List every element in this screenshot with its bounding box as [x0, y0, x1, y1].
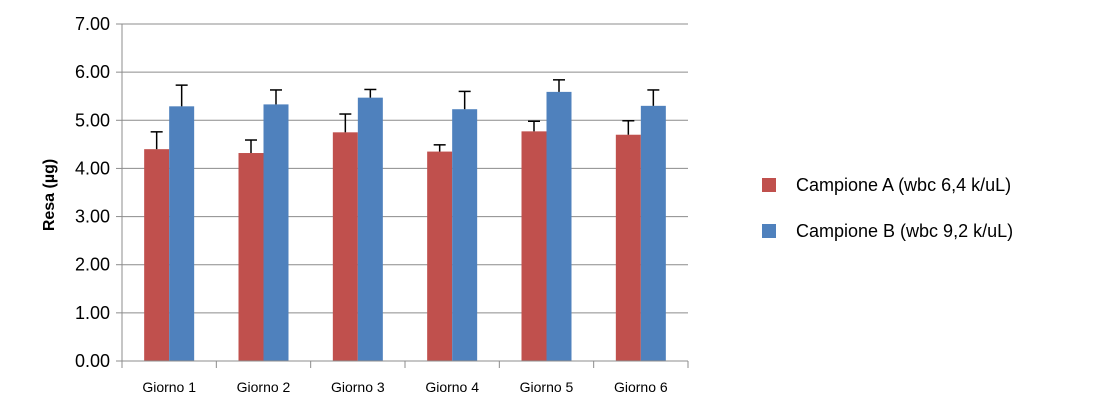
bar-b-6	[640, 105, 666, 361]
x-category-labels: Giorno 1 Giorno 2 Giorno 3 Giorno 4 Giorno 5…	[142, 379, 668, 395]
bar-a-4	[427, 151, 453, 361]
legend-label: Campione B (wbc 9,2 k/uL)	[796, 221, 1013, 241]
y-tick-label: 2.00	[75, 255, 110, 275]
y-tick-label: 4.00	[75, 158, 110, 178]
x-category-label: Giorno 2	[237, 379, 291, 395]
legend: Campione A (wbc 6,4 k/uL) Campione B (wbc…	[762, 175, 1013, 241]
bar-a-1	[144, 149, 170, 361]
bar-a-2	[238, 153, 264, 361]
bars	[144, 91, 666, 362]
axes	[116, 23, 689, 368]
bar-b-2	[263, 104, 289, 362]
bar-b-3	[357, 97, 383, 361]
bar-b-1	[169, 106, 195, 362]
bar-b-5	[546, 91, 572, 361]
error-bars	[150, 79, 660, 154]
x-category-label: Giorno 4	[425, 379, 479, 395]
y-tick-label: 0.00	[75, 351, 110, 371]
gridlines	[122, 23, 688, 314]
bar-a-3	[332, 132, 358, 361]
legend-swatch	[762, 224, 776, 238]
y-tick-labels: 0.00 1.00 2.00 3.00 4.00 5.00 6.00 7.00	[75, 14, 110, 371]
bar-a-5	[521, 131, 547, 361]
y-axis-label: Resa (µg)	[41, 159, 58, 231]
legend-label: Campione A (wbc 6,4 k/uL)	[796, 175, 1011, 195]
x-category-label: Giorno 1	[142, 379, 196, 395]
x-category-label: Giorno 3	[331, 379, 385, 395]
legend-swatch	[762, 178, 776, 192]
bar-a-6	[615, 134, 641, 361]
x-category-label: Giorno 6	[614, 379, 668, 395]
y-tick-label: 5.00	[75, 110, 110, 130]
bar-b-4	[452, 109, 478, 361]
y-tick-label: 7.00	[75, 14, 110, 34]
x-category-label: Giorno 5	[520, 379, 574, 395]
y-tick-label: 3.00	[75, 207, 110, 227]
y-tick-label: 6.00	[75, 62, 110, 82]
y-tick-label: 1.00	[75, 303, 110, 323]
